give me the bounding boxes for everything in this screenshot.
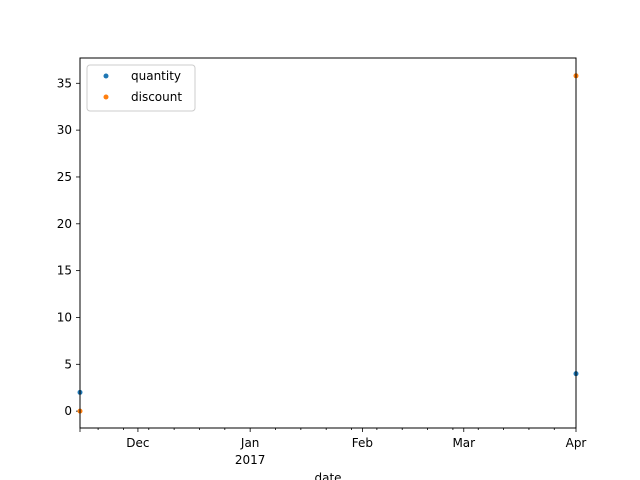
y-tick-label: 30 — [57, 123, 72, 137]
x-tick-label: Mar — [452, 436, 475, 450]
x-axis-label: date — [314, 471, 341, 480]
legend: quantity discount — [86, 64, 196, 112]
x-tick-label: Jan — [240, 436, 260, 450]
y-tick-label: 10 — [57, 310, 72, 324]
legend-marker-discount — [103, 94, 109, 100]
x-tick-sublabel: 2017 — [235, 453, 266, 467]
x-tick-label: Apr — [566, 436, 587, 450]
legend-label-quantity: quantity — [131, 69, 181, 83]
y-tick-label: 5 — [64, 357, 72, 371]
x-tick-label: Feb — [352, 436, 373, 450]
y-tick-label: 35 — [57, 76, 72, 90]
x-axis-ticks: Dec Jan 2017 Feb Mar Apr — [79, 428, 587, 467]
legend-marker-quantity — [103, 73, 109, 79]
legend-label-discount: discount — [131, 90, 182, 104]
y-tick-label: 25 — [57, 170, 72, 184]
y-tick-label: 0 — [64, 404, 72, 418]
legend-box — [86, 64, 196, 112]
plot-frame — [79, 57, 577, 429]
y-tick-label: 20 — [57, 217, 72, 231]
x-tick-label: Dec — [126, 436, 149, 450]
y-axis-ticks: 0 5 10 15 20 25 30 35 — [57, 76, 80, 418]
y-tick-label: 15 — [57, 264, 72, 278]
plot-area — [80, 58, 576, 428]
